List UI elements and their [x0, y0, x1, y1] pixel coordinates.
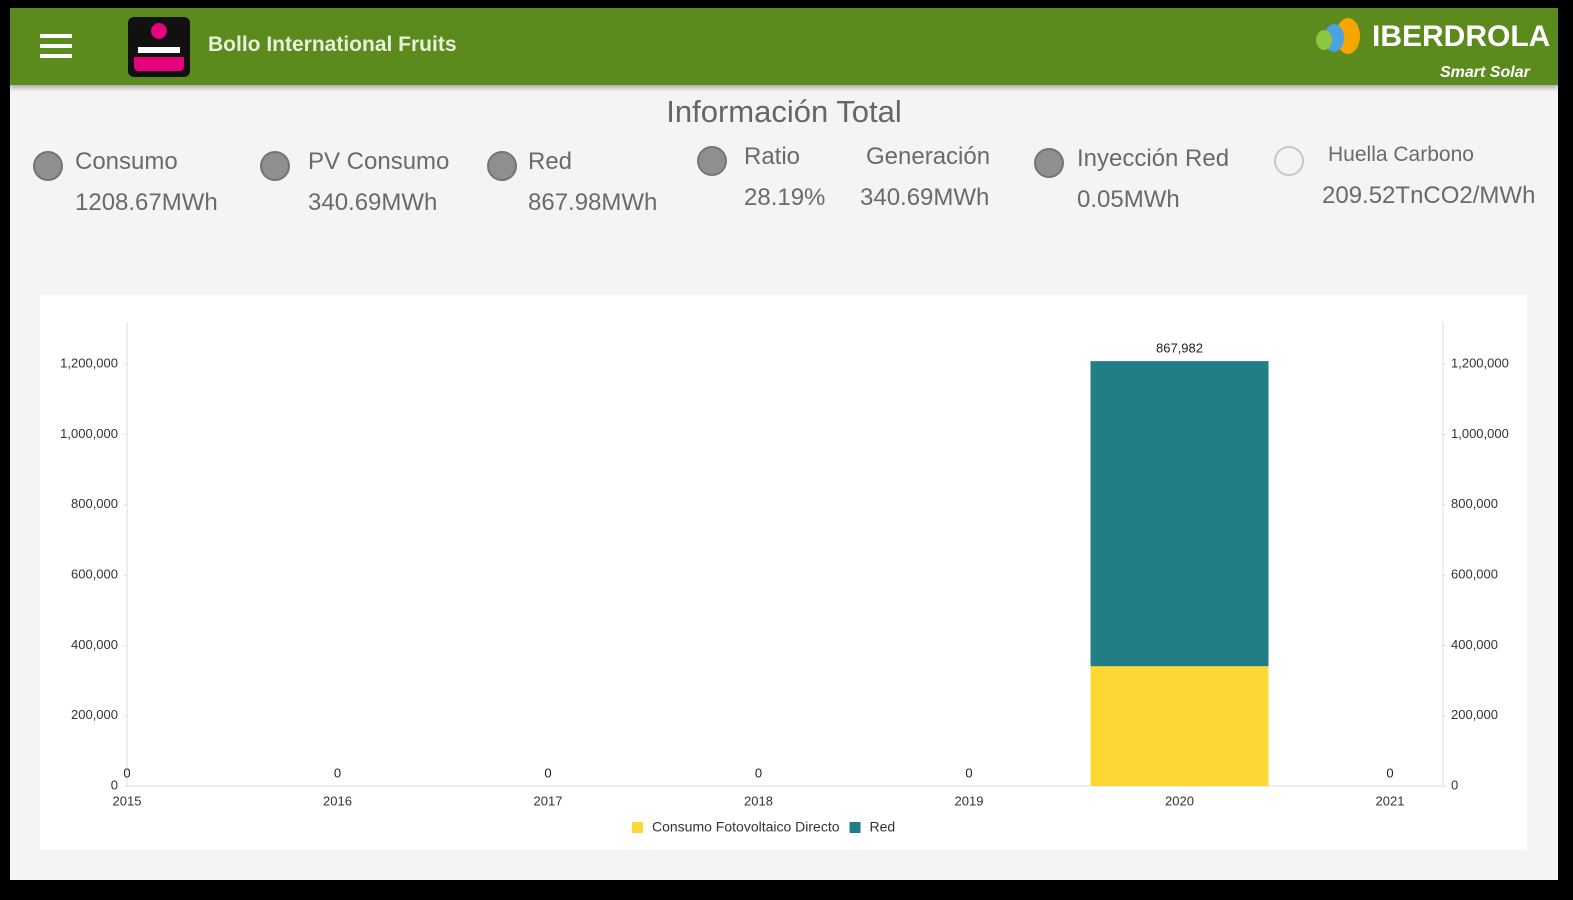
data-label: 0 — [544, 765, 551, 780]
top-bar: Bollo International Fruits IBERDROLA Sma… — [10, 8, 1558, 85]
stat-value: 0.05MWh — [1077, 186, 1180, 213]
x-tick-label: 2017 — [534, 793, 563, 808]
stat-label: Consumo — [75, 148, 178, 175]
stat-label: Ratio — [744, 143, 801, 170]
chart-card — [40, 295, 1527, 850]
stat-icon — [260, 151, 290, 181]
section-title: Información Total — [666, 94, 902, 129]
brand-icon — [1316, 18, 1360, 54]
stat-label: Red — [528, 148, 573, 175]
stat-icon — [697, 146, 727, 176]
y2ticks-label: 200,000 — [1451, 707, 1498, 722]
yticks-label: 1,000,000 — [60, 426, 118, 441]
data-label: 0 — [1386, 765, 1393, 780]
company-name: Bollo International Fruits — [208, 33, 457, 56]
bar-segment — [1090, 361, 1269, 667]
yticks-label: 200,000 — [71, 707, 118, 722]
stat-icon — [1274, 146, 1304, 176]
y2ticks-label: 1,200,000 — [1451, 356, 1509, 371]
legend-swatch — [849, 822, 861, 833]
stat-value: 867.98MWh — [528, 189, 658, 216]
y2ticks-label: 1,000,000 — [1451, 426, 1509, 441]
chart: 0 200,000 400,000 600,000 800,000 1,000,000 1,… — [33, 146, 1509, 835]
x-tick-label: 2021 — [1376, 793, 1405, 808]
y2ticks-label: 800,000 — [1451, 496, 1498, 511]
yticks-label: 800,000 — [71, 496, 118, 511]
x-tick-label: 2019 — [955, 793, 984, 808]
x-tick-label: 2016 — [323, 793, 352, 808]
brand-sub: Smart Solar — [1440, 64, 1530, 81]
stat-label: Generación — [866, 143, 991, 170]
x-tick-label: 2018 — [744, 793, 773, 808]
stat-value: 1208.67MWh — [75, 189, 218, 216]
yticks-label: 400,000 — [71, 637, 118, 652]
bar-segment — [1090, 666, 1269, 786]
stat-label: Inyección Red — [1077, 145, 1230, 172]
data-label: 867,982 — [1156, 341, 1203, 356]
yticks-label: 600,000 — [71, 567, 118, 582]
stat-value: 209.52TnCO2/MWh — [1322, 182, 1536, 209]
y2ticks-label: 0 — [1451, 777, 1458, 792]
x-tick-label: 2015 — [113, 793, 142, 808]
y2ticks-label: 400,000 — [1451, 637, 1498, 652]
stat-value: 28.19% — [744, 184, 826, 211]
data-label: 0 — [755, 765, 762, 780]
stat-label: Huella Carbono — [1328, 143, 1474, 166]
yticks-label: 0 — [111, 777, 118, 792]
y2ticks-label: 600,000 — [1451, 567, 1498, 582]
data-label: 0 — [123, 765, 130, 780]
menu-button[interactable] — [40, 32, 74, 60]
data-label: 0 — [334, 765, 341, 780]
data-label: 0 — [965, 765, 972, 780]
yticks-label: 1,200,000 — [60, 356, 118, 371]
stat-value: 340.69MWh — [860, 184, 990, 211]
stat-value: 340.69MWh — [308, 189, 438, 216]
company-logo — [128, 17, 190, 77]
legend-swatch — [632, 822, 643, 833]
stat-icon — [1034, 148, 1064, 178]
legend-label: Red — [870, 819, 896, 835]
stat-icon — [487, 151, 517, 181]
legend-label: Consumo Fotovoltaico Directo — [652, 819, 840, 835]
stat-icon — [33, 151, 63, 181]
app: Bollo International Fruits IBERDROLA Sma… — [10, 8, 1558, 880]
brand-name: IBERDROLA — [1372, 20, 1551, 53]
stat-label: PV Consumo — [308, 148, 450, 175]
x-tick-label: 2020 — [1165, 793, 1194, 808]
